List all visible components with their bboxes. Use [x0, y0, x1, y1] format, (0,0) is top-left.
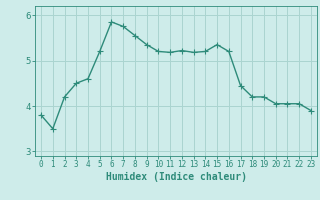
X-axis label: Humidex (Indice chaleur): Humidex (Indice chaleur) — [106, 172, 246, 182]
